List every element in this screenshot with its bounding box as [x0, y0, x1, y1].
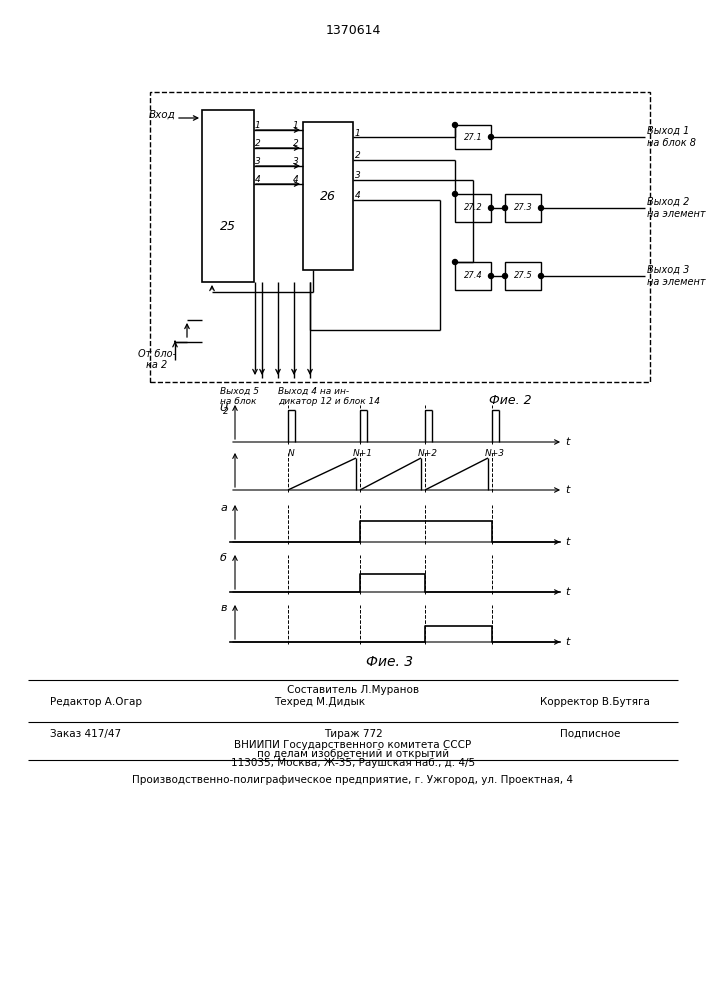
Text: 3: 3	[293, 157, 299, 166]
Text: Выход 5: Выход 5	[220, 386, 259, 395]
Text: Производственно-полиграфическое предприятие, г. Ужгород, ул. Проектная, 4: Производственно-полиграфическое предприя…	[132, 775, 573, 785]
Bar	[202, 110, 254, 282]
Text: N+2: N+2	[418, 449, 438, 458]
Circle shape	[489, 273, 493, 278]
Text: t: t	[565, 637, 569, 647]
Text: U: U	[219, 403, 227, 413]
Bar	[303, 122, 353, 270]
Text: 4: 4	[255, 176, 261, 184]
Text: 26: 26	[320, 190, 336, 202]
Text: 27.1: 27.1	[464, 132, 482, 141]
Circle shape	[539, 206, 544, 211]
Text: 4: 4	[355, 192, 361, 200]
Text: по делам изобретений и открытий: по делам изобретений и открытий	[257, 749, 449, 759]
Text: Тираж 772: Тираж 772	[324, 729, 382, 739]
Text: Вход: Вход	[148, 110, 175, 120]
Bar	[505, 262, 541, 290]
Text: 1: 1	[255, 121, 261, 130]
Text: 113035, Москва, Ж-35, Раушская наб., д. 4/5: 113035, Москва, Ж-35, Раушская наб., д. …	[231, 758, 475, 768]
Text: t: t	[565, 437, 569, 447]
Text: 1370614: 1370614	[325, 23, 380, 36]
Text: на блок 8: на блок 8	[647, 138, 696, 148]
Text: t: t	[565, 587, 569, 597]
Text: 27.2: 27.2	[464, 204, 482, 213]
Text: 27.5: 27.5	[513, 271, 532, 280]
Bar	[455, 125, 491, 149]
Text: б: б	[220, 553, 227, 563]
Circle shape	[539, 273, 544, 278]
Text: 4: 4	[293, 176, 299, 184]
Text: N+1: N+1	[353, 449, 373, 458]
Text: Составитель Л.Муранов: Составитель Л.Муранов	[287, 685, 419, 695]
Text: Выход 1: Выход 1	[647, 126, 689, 136]
Text: Выход 3: Выход 3	[647, 265, 689, 275]
Text: 3: 3	[255, 157, 261, 166]
Text: ка 2: ка 2	[146, 360, 168, 370]
Bar	[455, 194, 491, 222]
Circle shape	[489, 206, 493, 211]
Text: 2: 2	[293, 139, 299, 148]
Text: Выход 4 на ин-: Выход 4 на ин-	[278, 386, 349, 395]
Circle shape	[452, 259, 457, 264]
Text: Корректор В.Бутяга: Корректор В.Бутяга	[540, 697, 650, 707]
Circle shape	[503, 273, 508, 278]
Circle shape	[503, 206, 508, 211]
Text: Подписное: Подписное	[560, 729, 620, 739]
Text: ВНИИПИ Государственного комитета СССР: ВНИИПИ Государственного комитета СССР	[235, 740, 472, 750]
Text: От бло-: От бло-	[138, 349, 176, 359]
Bar	[150, 92, 650, 382]
Text: 2: 2	[355, 151, 361, 160]
Text: 1: 1	[293, 121, 299, 130]
Circle shape	[489, 134, 493, 139]
Text: 27.3: 27.3	[513, 204, 532, 213]
Text: t: t	[565, 485, 569, 495]
Text: Выход 2: Выход 2	[647, 197, 689, 207]
Text: 25: 25	[220, 221, 236, 233]
Circle shape	[452, 192, 457, 196]
Text: Техред М.Дидык: Техред М.Дидык	[274, 697, 366, 707]
Text: 1: 1	[355, 128, 361, 137]
Circle shape	[452, 122, 457, 127]
Text: Редактор А.Огар: Редактор А.Огар	[50, 697, 142, 707]
Text: на элемент 10: на элемент 10	[647, 277, 707, 287]
Text: 3: 3	[355, 172, 361, 180]
Text: 27.4: 27.4	[464, 271, 482, 280]
Text: 2: 2	[223, 408, 229, 416]
Text: на блок: на блок	[220, 397, 257, 406]
Text: а: а	[220, 503, 227, 513]
Text: на элемент 15: на элемент 15	[647, 209, 707, 219]
Bar	[455, 262, 491, 290]
Text: N+3: N+3	[485, 449, 505, 458]
Text: t: t	[565, 537, 569, 547]
Text: 2: 2	[255, 139, 261, 148]
Text: Заказ 417/47: Заказ 417/47	[50, 729, 121, 739]
Text: Фие. 3: Фие. 3	[366, 655, 414, 669]
Text: Фие. 2: Фие. 2	[489, 393, 532, 406]
Text: N: N	[288, 449, 294, 458]
Text: дикатор 12 и блок 14: дикатор 12 и блок 14	[278, 397, 380, 406]
Text: в: в	[221, 603, 227, 613]
Bar	[505, 194, 541, 222]
